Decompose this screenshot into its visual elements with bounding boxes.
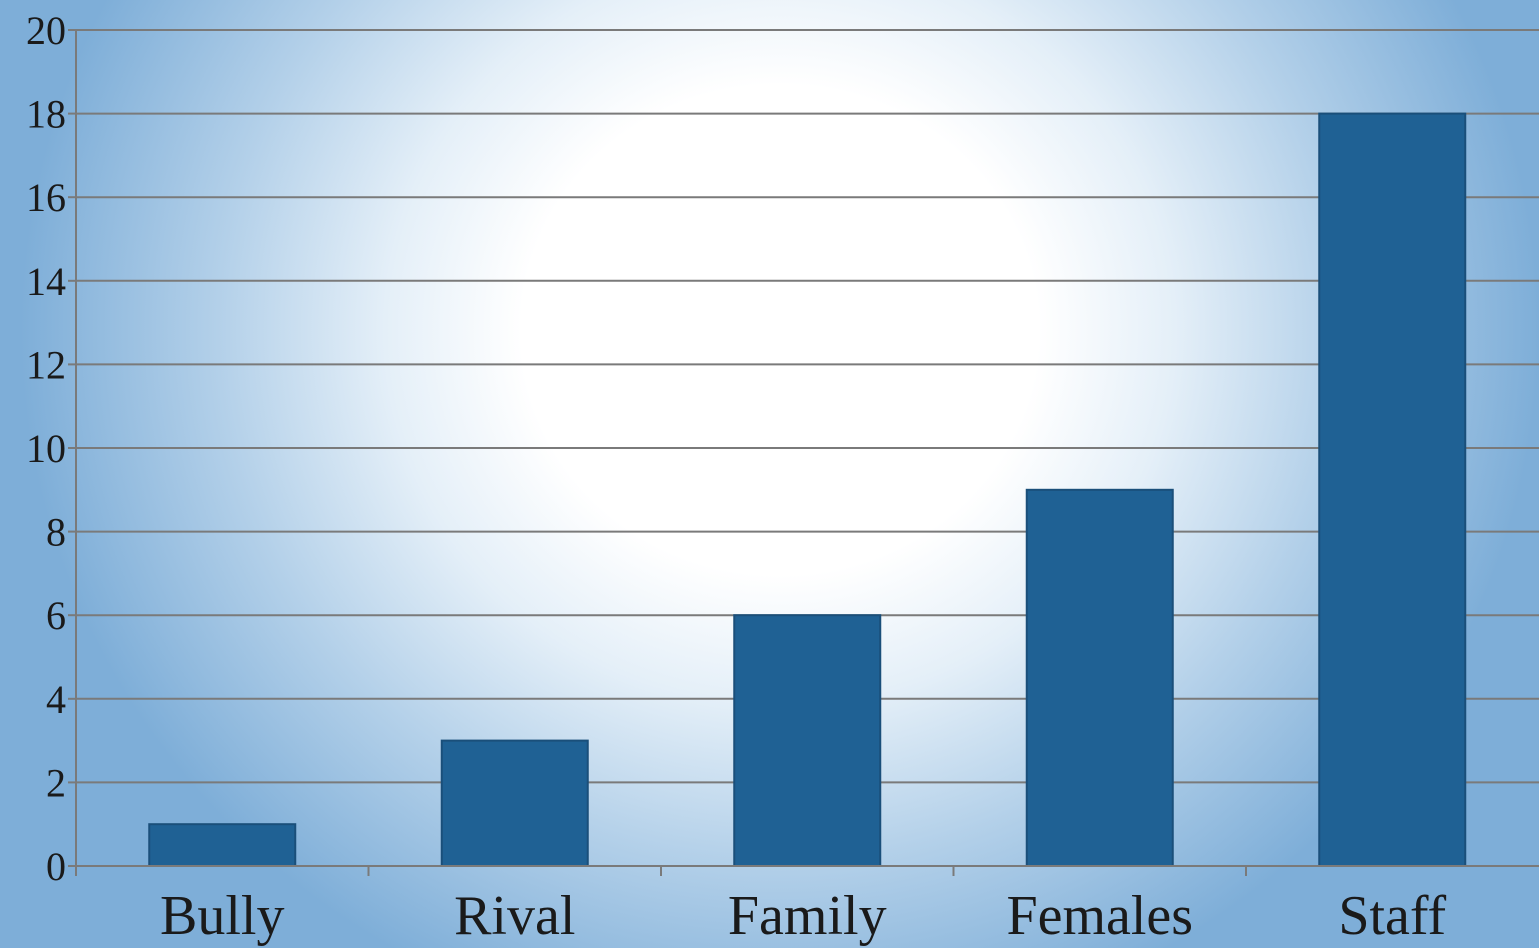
x-axis-ticks: [75, 866, 1247, 876]
bar-family: [733, 614, 882, 868]
bar-females: [1025, 488, 1174, 867]
y-tick-label: 20: [26, 8, 66, 53]
bars: [148, 112, 1467, 868]
x-tick-label: Females: [1006, 885, 1193, 947]
y-tick-label: 18: [26, 92, 66, 137]
y-tick-label: 2: [46, 760, 66, 805]
y-tick-label: 14: [26, 259, 66, 304]
axes: [75, 30, 1539, 867]
bar-bully: [148, 823, 297, 868]
bar-staff: [1318, 112, 1467, 868]
y-tick-label: 6: [46, 593, 66, 638]
y-tick-label: 16: [26, 175, 66, 220]
y-tick-label: 12: [26, 342, 66, 387]
y-tick-label: 0: [46, 844, 66, 889]
x-tick-label: Staff: [1338, 885, 1446, 947]
x-tick-label: Family: [728, 885, 887, 947]
y-tick-label: 10: [26, 426, 66, 471]
y-tick-label: 4: [46, 677, 66, 722]
x-tick-label: Rival: [454, 885, 575, 947]
bar-rival: [440, 739, 589, 867]
x-tick-label: Bully: [160, 885, 284, 947]
x-axis-tick-labels: Bully Rival Family Females Staff: [160, 885, 1447, 947]
y-axis-tick-labels: 0 2 4 6 8 10 12 14 16 18 20: [26, 8, 66, 889]
y-tick-label: 8: [46, 510, 66, 555]
